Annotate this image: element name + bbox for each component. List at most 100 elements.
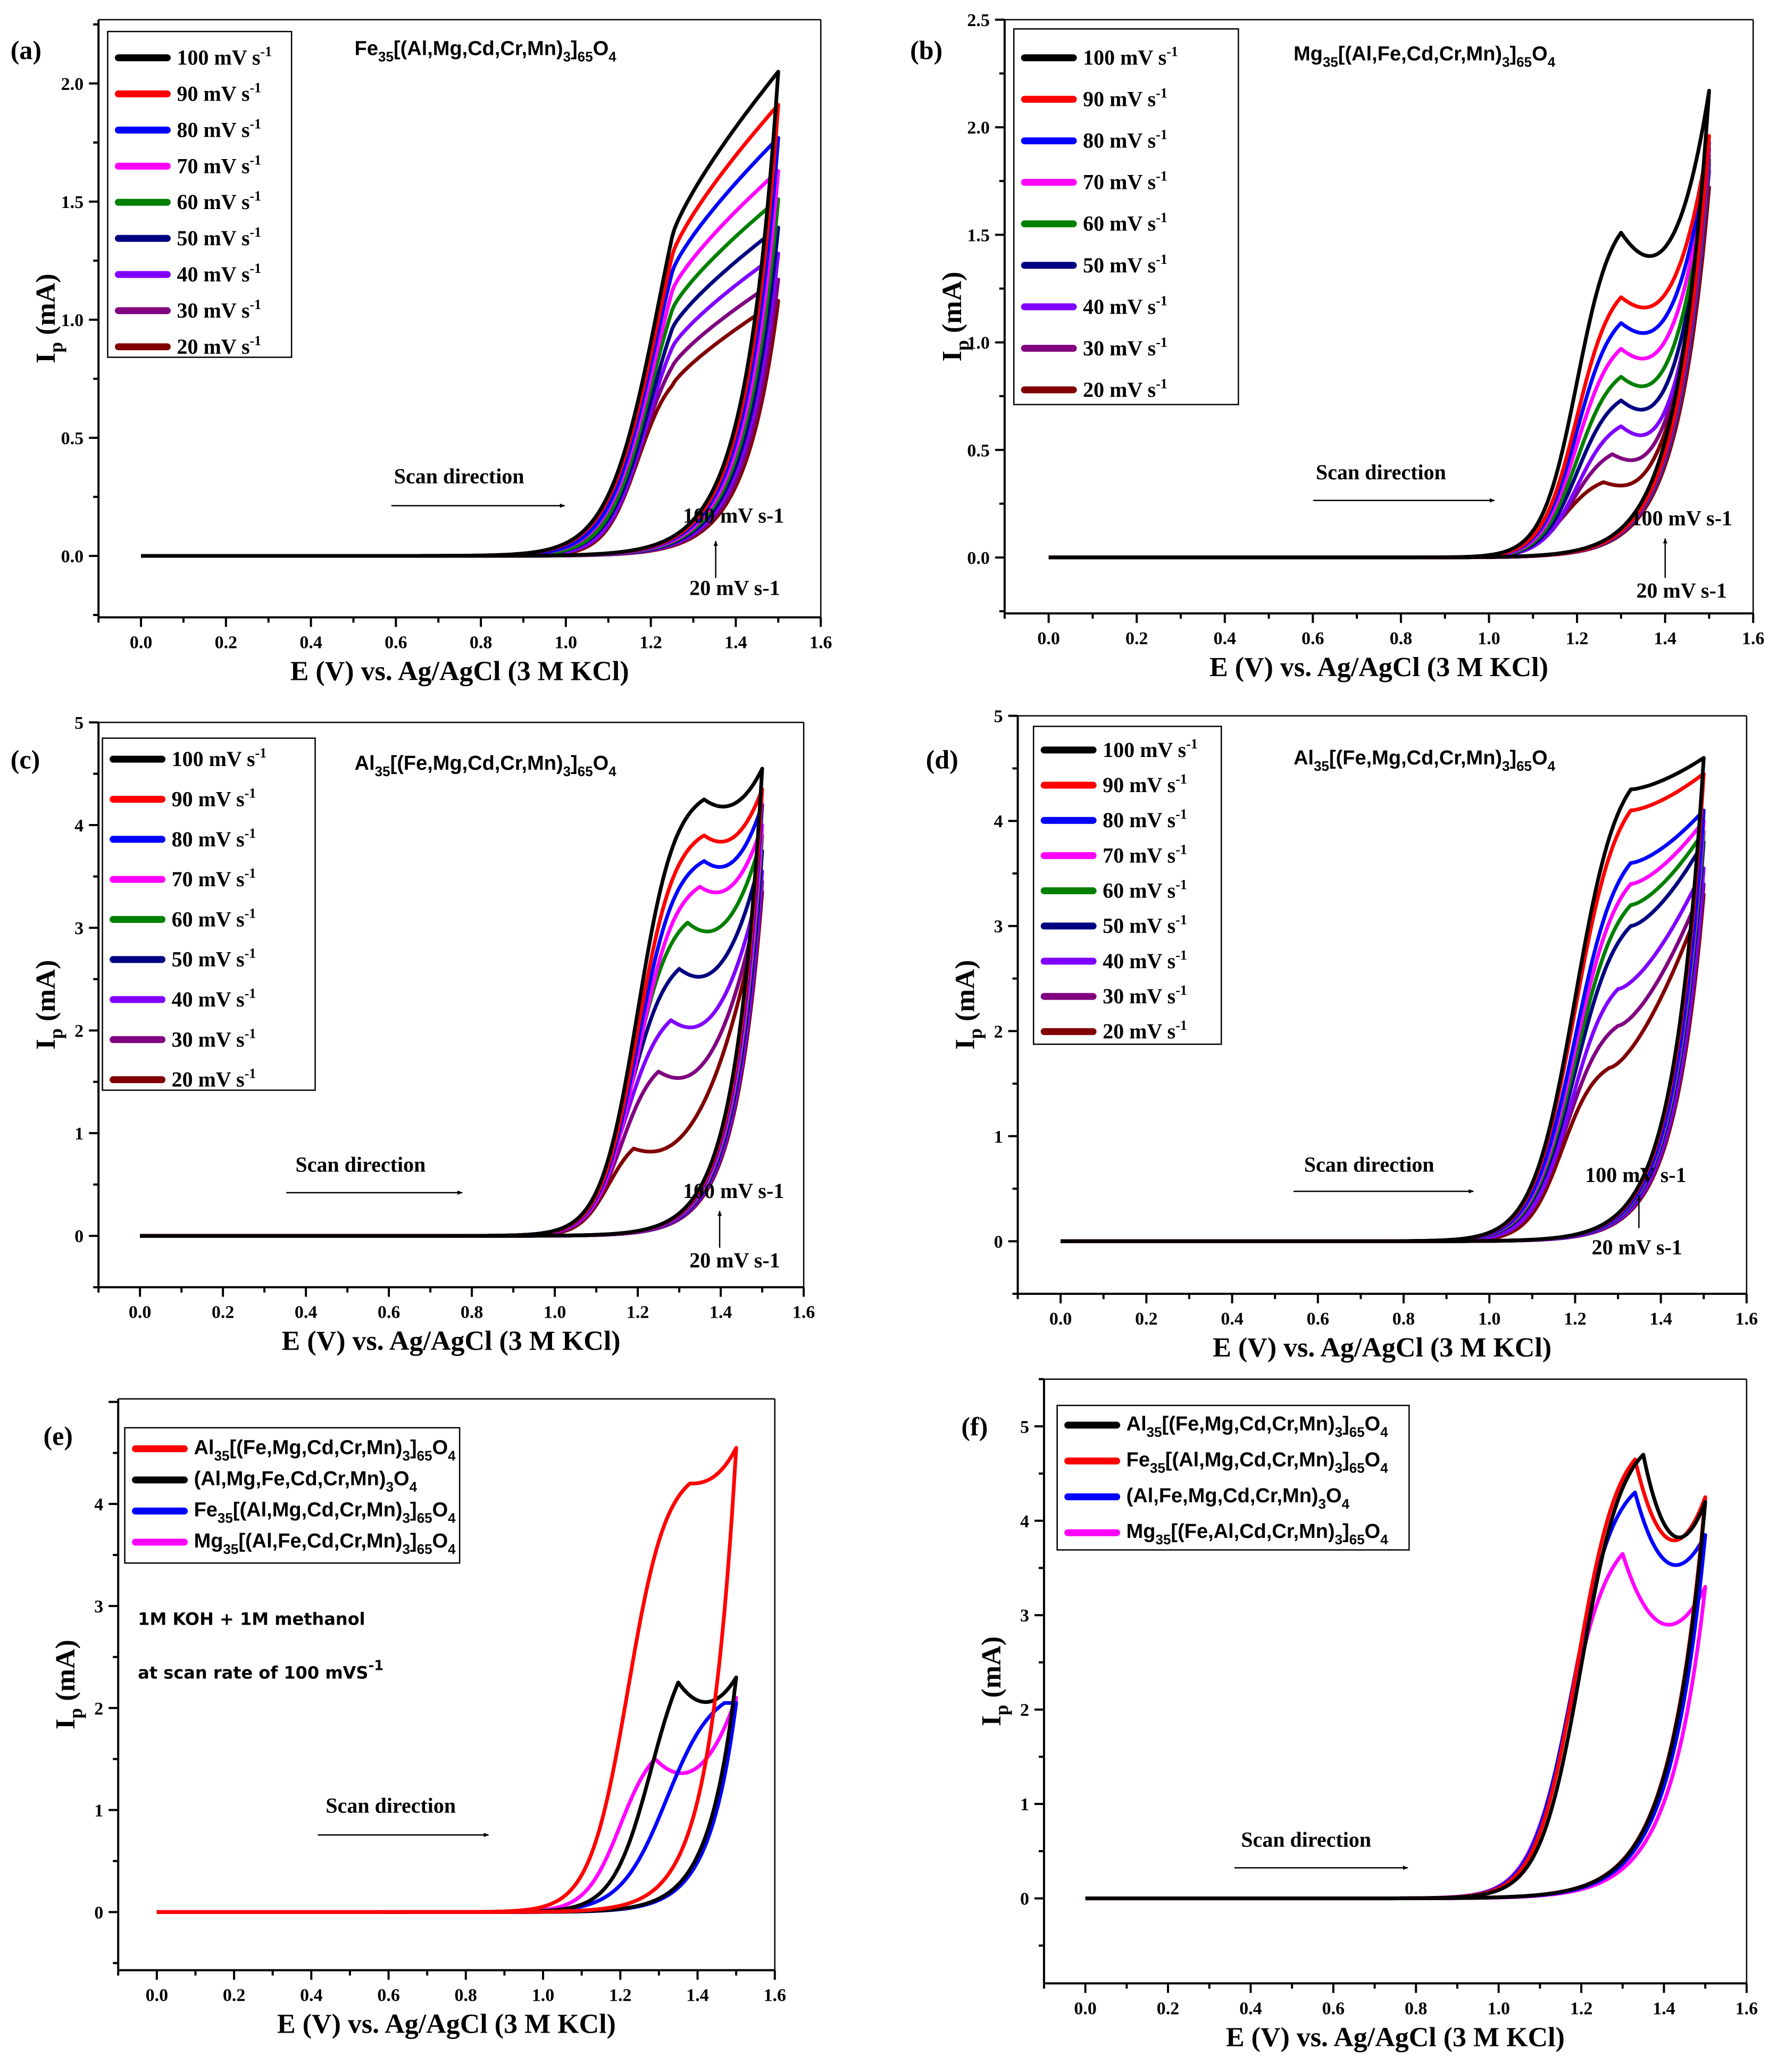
- x-axis-label: E (V) vs. Ag/AgCl (3 M KCl): [290, 656, 629, 686]
- cv-curve-3: [1085, 1552, 1707, 1901]
- formula-part: [(Al,Mg,Cd,Cr,Mn): [1165, 1449, 1335, 1471]
- superscript: -1: [255, 745, 267, 761]
- legend-entry: 60 mV s-1: [172, 905, 256, 931]
- formula-part: Fe: [355, 38, 378, 60]
- formula-part: [(Al,Mg,Cd,Cr,Mn): [394, 38, 563, 60]
- legend: 100 mV s-190 mV s-180 mV s-170 mV s-160 …: [102, 737, 316, 1092]
- label-main: 40 mV s: [1103, 949, 1175, 973]
- y-tick-label: 0: [994, 1232, 1003, 1252]
- legend: Al35[(Fe,Mg,Cd,Cr,Mn)3]65O4Fe35[(Al,Mg,C…: [1056, 1404, 1410, 1551]
- x-tick-label: 0.4: [300, 1986, 323, 2006]
- y-tick-label: 1: [94, 1801, 103, 1821]
- formula-part: Fe: [1126, 1449, 1150, 1471]
- legend-entry: 80 mV s-1: [1103, 806, 1187, 832]
- label-main: 70 mV s: [172, 867, 245, 891]
- curves: [141, 70, 780, 558]
- label-main: 20 mV s: [177, 335, 249, 359]
- x-tick-label: 0.8: [470, 633, 493, 652]
- x-axis-label: E (V) vs. Ag/AgCl (3 M KCl): [1209, 652, 1548, 683]
- formula-part: ]: [1510, 43, 1517, 65]
- panel-label: (a): [11, 35, 41, 65]
- legend: 100 mV s-190 mV s-180 mV s-170 mV s-160 …: [1013, 28, 1239, 405]
- x-tick-label: 0.0: [130, 633, 153, 652]
- x-tick-label: 0.6: [377, 1986, 400, 2006]
- low-rate-label: 20 mV s-1: [689, 576, 780, 600]
- formula-part: O: [432, 1499, 448, 1521]
- y-tick-label: 1: [994, 1127, 1003, 1147]
- y-tick-label: 4: [94, 1495, 103, 1515]
- x-tick-label: 0.4: [1239, 1999, 1262, 2018]
- y-tick-label: 1: [74, 1124, 84, 1144]
- y-tick-label: 3: [74, 919, 84, 938]
- formula-part: [(Fe,Mg,Cd,Cr,Mn): [1329, 747, 1502, 769]
- high-rate-label: 100 mV s-1: [1585, 1163, 1686, 1187]
- formula-part: [(Al,Fe,Cd,Cr,Mn): [1338, 43, 1502, 65]
- subscript: 4: [448, 1510, 456, 1526]
- legend-entry: 50 mV s-1: [172, 946, 256, 971]
- subscript: 4: [1380, 1424, 1388, 1440]
- x-tick-label: 1.0: [544, 1303, 566, 1322]
- legend-entry: 40 mV s-1: [1083, 293, 1167, 319]
- legend-entry: 50 mV s-1: [1083, 252, 1167, 277]
- subscript: 4: [410, 1479, 418, 1495]
- conditions-text: 1M KOH + 1M methanol: [138, 1609, 365, 1629]
- x-tick-label: 0.6: [1307, 1309, 1330, 1329]
- legend-entry: 20 mV s-1: [1083, 376, 1167, 402]
- x-tick-label: 1.6: [1735, 1999, 1758, 2018]
- x-tick-label: 1.4: [1654, 629, 1676, 648]
- subscript: 3: [386, 1479, 394, 1495]
- legend: Al35[(Fe,Mg,Cd,Cr,Mn)3]65O4(Al,Mg,Fe,Cd,…: [124, 1427, 461, 1564]
- formula-part: O: [394, 1468, 410, 1490]
- x-tick-label: 0.6: [378, 1303, 400, 1322]
- superscript: -1: [245, 986, 256, 1001]
- subscript: 65: [578, 763, 593, 779]
- subscript: 35: [1323, 54, 1338, 70]
- label-main: 90 mV s: [177, 82, 249, 106]
- x-tick-label: 0.2: [1135, 1309, 1158, 1329]
- scan-direction-label: Scan direction: [1316, 460, 1446, 484]
- legend-entry: Mg35[(Al,Fe,Cd,Cr,Mn)3]65O4: [194, 1530, 456, 1557]
- y-tick-label: 5: [74, 713, 84, 733]
- legend-entry: 90 mV s-1: [1103, 771, 1187, 797]
- x-tick-label: 1.6: [1735, 1309, 1758, 1329]
- superscript: -1: [1156, 210, 1167, 226]
- subscript: 65: [1516, 54, 1532, 70]
- superscript: -1: [1175, 806, 1187, 822]
- x-tick-label: 1.4: [1653, 1999, 1675, 2018]
- label-main: 30 mV s: [1083, 336, 1156, 360]
- label-main: 70 mV s: [177, 154, 249, 178]
- label-main: 100 mV s: [172, 747, 255, 771]
- legend-entry: 90 mV s-1: [1083, 86, 1167, 111]
- legend-entry: (Al,Fe,Mg,Cd,Cr,Mn)3O4: [1126, 1485, 1350, 1512]
- legend-entry: 90 mV s-1: [177, 80, 261, 106]
- legend-box: [107, 31, 293, 358]
- x-tick-label: 1.4: [1649, 1309, 1672, 1329]
- x-tick-label: 0.0: [146, 1986, 169, 2006]
- legend-entry: 40 mV s-1: [1103, 947, 1187, 973]
- formula-part: O: [1365, 1520, 1381, 1543]
- formula-part: Fe: [194, 1499, 218, 1521]
- legend-entry: 70 mV s-1: [177, 152, 261, 178]
- label-main: 60 mV s: [177, 190, 249, 214]
- superscript: -1: [245, 1026, 256, 1041]
- cv-curve-2: [1085, 1491, 1707, 1901]
- x-tick-label: 0.8: [1390, 629, 1413, 648]
- subscript: 4: [448, 1447, 456, 1463]
- x-tick-label: 1.4: [724, 633, 747, 652]
- x-tick-label: 0.2: [223, 1986, 246, 2006]
- scan-direction-label: Scan direction: [1304, 1152, 1434, 1176]
- legend-box: [1013, 28, 1239, 405]
- scan-direction-label: Scan direction: [326, 1793, 456, 1817]
- x-tick-label: 0.4: [299, 633, 322, 652]
- subscript: 35: [214, 1447, 230, 1463]
- subscript: 3: [563, 763, 571, 779]
- formula-part: O: [432, 1436, 448, 1459]
- formula-part: O: [432, 1530, 448, 1552]
- x-tick-label: 0.4: [1221, 1309, 1243, 1329]
- formula-part: ]: [571, 38, 578, 60]
- subscript: 65: [1349, 1424, 1365, 1440]
- formula-part: Al: [194, 1436, 214, 1459]
- formula-part: O: [593, 752, 609, 775]
- label-main: 100 mV s: [1083, 46, 1166, 70]
- cv-curve-0: [1048, 89, 1711, 560]
